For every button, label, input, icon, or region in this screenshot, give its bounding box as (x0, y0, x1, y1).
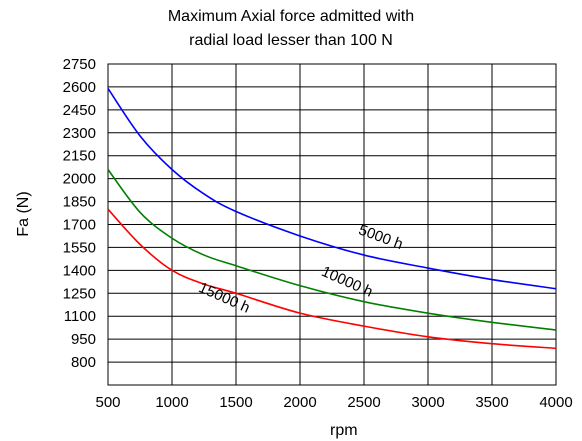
y-tick-label: 1550 (63, 239, 96, 256)
y-tick-label: 1250 (63, 285, 96, 302)
y-tick-label: 1400 (63, 262, 96, 279)
y-tick-label: 1700 (63, 217, 96, 234)
x-tick-label: 1000 (155, 394, 188, 411)
y-tick-label: 2300 (63, 125, 96, 142)
x-tick-label: 1500 (219, 394, 252, 411)
ticks: 500 1000 1500 2000 2500 3000 3500 4000 800 950 110… (63, 56, 573, 411)
y-tick-label: 800 (71, 354, 96, 371)
y-tick-label: 2600 (63, 79, 96, 96)
y-tick-label: 1100 (64, 308, 96, 325)
chart-subtitle: radial load lesser than 100 N (189, 32, 393, 49)
y-tick-label: 2150 (63, 148, 96, 165)
x-tick-label: 2500 (347, 394, 380, 411)
x-tick-label: 500 (95, 394, 120, 411)
series (107, 88, 557, 350)
y-tick-label: 2750 (63, 56, 96, 73)
chart-title: Maximum Axial force admitted with (167, 8, 415, 25)
x-tick-label: 2000 (283, 394, 316, 411)
x-tick-label: 4000 (539, 394, 572, 411)
y-tick-label: 950 (71, 331, 96, 348)
grid (107, 63, 557, 386)
x-tick-label: 3000 (411, 394, 444, 411)
y-tick-label: 2000 (63, 171, 96, 188)
x-tick-label: 3500 (475, 394, 508, 411)
curve-label: 10000 h (319, 263, 375, 301)
series-line (107, 88, 557, 290)
series-line (107, 208, 557, 350)
y-tick-label: 2450 (63, 102, 96, 119)
series-line (107, 168, 557, 331)
x-axis-label: rpm (330, 422, 358, 439)
y-tick-label: 1850 (63, 194, 96, 211)
curve-label: 15000 h (196, 279, 252, 317)
